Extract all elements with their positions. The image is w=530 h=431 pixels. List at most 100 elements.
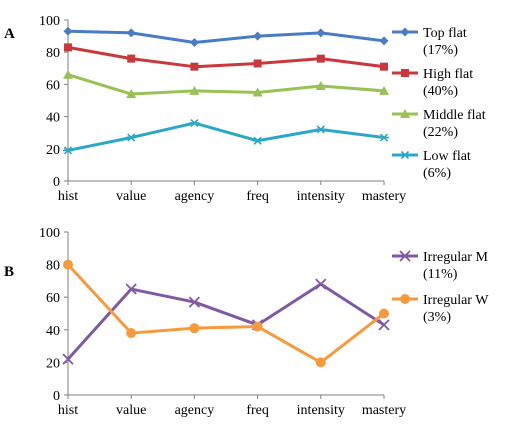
series-irregular-w <box>63 259 389 368</box>
legend-percent: (22%) <box>423 125 458 140</box>
y-tick-label: 100 <box>39 14 60 29</box>
data-point-stroke-d2 <box>316 125 325 134</box>
data-point-stroke-2 <box>315 278 327 290</box>
y-tick-label: 100 <box>39 226 60 241</box>
x-tick-label: intensity <box>297 189 345 204</box>
data-point-stroke-2 <box>125 283 137 295</box>
series-irregular-m <box>62 278 390 365</box>
data-point <box>189 323 200 334</box>
panel-label: A <box>4 26 15 42</box>
data-point <box>253 59 262 68</box>
data-point-stroke-d2 <box>190 118 199 128</box>
y-tick-label: 0 <box>53 175 60 190</box>
y-tick-label: 80 <box>46 259 60 274</box>
legend-entry: Irregular M (11%) <box>392 250 488 282</box>
data-point-stroke-2 <box>62 353 74 365</box>
legend-percent: (3%) <box>423 310 451 325</box>
legend-swatch-marker-stroke-2 <box>399 250 411 262</box>
x-tick-label: agency <box>175 189 215 204</box>
legend-label: Low flat <box>423 149 471 164</box>
data-point <box>253 31 263 41</box>
y-tick-label: 40 <box>46 324 60 339</box>
y-tick-label: 20 <box>46 356 60 371</box>
data-point <box>126 328 137 339</box>
series-line <box>66 263 385 364</box>
data-point <box>126 133 137 142</box>
legend-entry: High flat (40%) <box>392 67 473 99</box>
legend-swatch-marker <box>401 69 409 77</box>
data-point <box>379 85 389 95</box>
data-point <box>190 62 199 71</box>
y-tick-label: 80 <box>46 46 60 61</box>
data-point <box>316 54 325 63</box>
legend-label: Irregular M <box>423 250 488 265</box>
data-point <box>380 62 388 71</box>
data-point <box>315 357 326 368</box>
data-point <box>189 38 199 48</box>
y-tick-label: 40 <box>46 111 60 126</box>
y-tick-label: 0 <box>53 389 60 404</box>
data-point <box>63 146 73 155</box>
legend-swatch-marker <box>399 250 411 262</box>
chart-panel-a: A 0 20 40 60 80 100 hist value agency freq intensit… <box>4 14 486 204</box>
data-point <box>189 85 200 95</box>
legend-entry: Top flat (17%) <box>392 26 467 58</box>
x-tick-label: agency <box>175 403 215 418</box>
data-point <box>252 136 263 145</box>
y-tick-label: 20 <box>46 143 60 158</box>
series-high-flat <box>64 43 388 71</box>
data-point <box>252 321 263 332</box>
legend-label: High flat <box>423 67 473 82</box>
legend-label: Middle flat <box>423 108 486 123</box>
series-line <box>67 45 385 69</box>
x-tick-label: mastery <box>362 403 406 418</box>
x-tick-label: freq <box>246 403 269 418</box>
series-line <box>67 29 385 45</box>
series-middle-flat <box>63 69 389 99</box>
data-point <box>126 28 136 38</box>
data-point <box>126 89 137 99</box>
legend-label: Irregular W <box>423 293 489 308</box>
series-line <box>66 282 385 361</box>
panel-label: B <box>4 264 14 280</box>
legend-swatch-marker <box>400 294 410 304</box>
legend-swatch-marker-stroke-d2 <box>400 150 410 160</box>
data-point-stroke-d2 <box>63 146 73 155</box>
x-tick-label: hist <box>58 189 78 204</box>
data-point <box>379 36 389 46</box>
data-point <box>316 28 326 38</box>
data-point-stroke-2 <box>378 319 390 331</box>
legend-label: Top flat <box>423 26 467 41</box>
legend-swatch-marker <box>400 150 410 160</box>
chart-panel-b: B 0 20 40 60 80 100 hist value agency freq intensit… <box>4 226 489 418</box>
data-point <box>189 118 200 128</box>
legend-entry: Low flat (6%) <box>392 149 471 181</box>
legend-percent: (40%) <box>423 84 458 99</box>
legend-percent: (6%) <box>423 166 451 181</box>
data-point <box>378 319 390 331</box>
data-point <box>379 133 389 142</box>
data-point <box>63 26 73 36</box>
legend-entry: Irregular W (3%) <box>392 293 489 325</box>
data-point <box>63 259 73 270</box>
legend-percent: (17%) <box>423 43 458 58</box>
data-point <box>63 69 73 79</box>
legend-swatch-marker <box>400 109 410 118</box>
legend-entry: Middle flat (22%) <box>392 108 486 140</box>
data-point <box>62 353 74 365</box>
data-point-stroke-d2 <box>127 133 136 142</box>
data-point <box>125 283 137 295</box>
y-tick-label: 60 <box>46 78 60 93</box>
data-point <box>252 87 263 97</box>
series-low-flat <box>63 118 389 155</box>
data-point <box>188 296 201 308</box>
data-point-stroke-d2 <box>253 136 262 145</box>
x-tick-label: mastery <box>362 189 406 204</box>
x-tick-label: intensity <box>297 403 345 418</box>
series-top-flat <box>63 26 389 48</box>
legend-swatch-marker <box>400 27 410 37</box>
x-tick-label: freq <box>246 189 269 204</box>
data-point <box>315 278 327 290</box>
data-point <box>315 125 326 134</box>
data-point <box>64 43 72 52</box>
